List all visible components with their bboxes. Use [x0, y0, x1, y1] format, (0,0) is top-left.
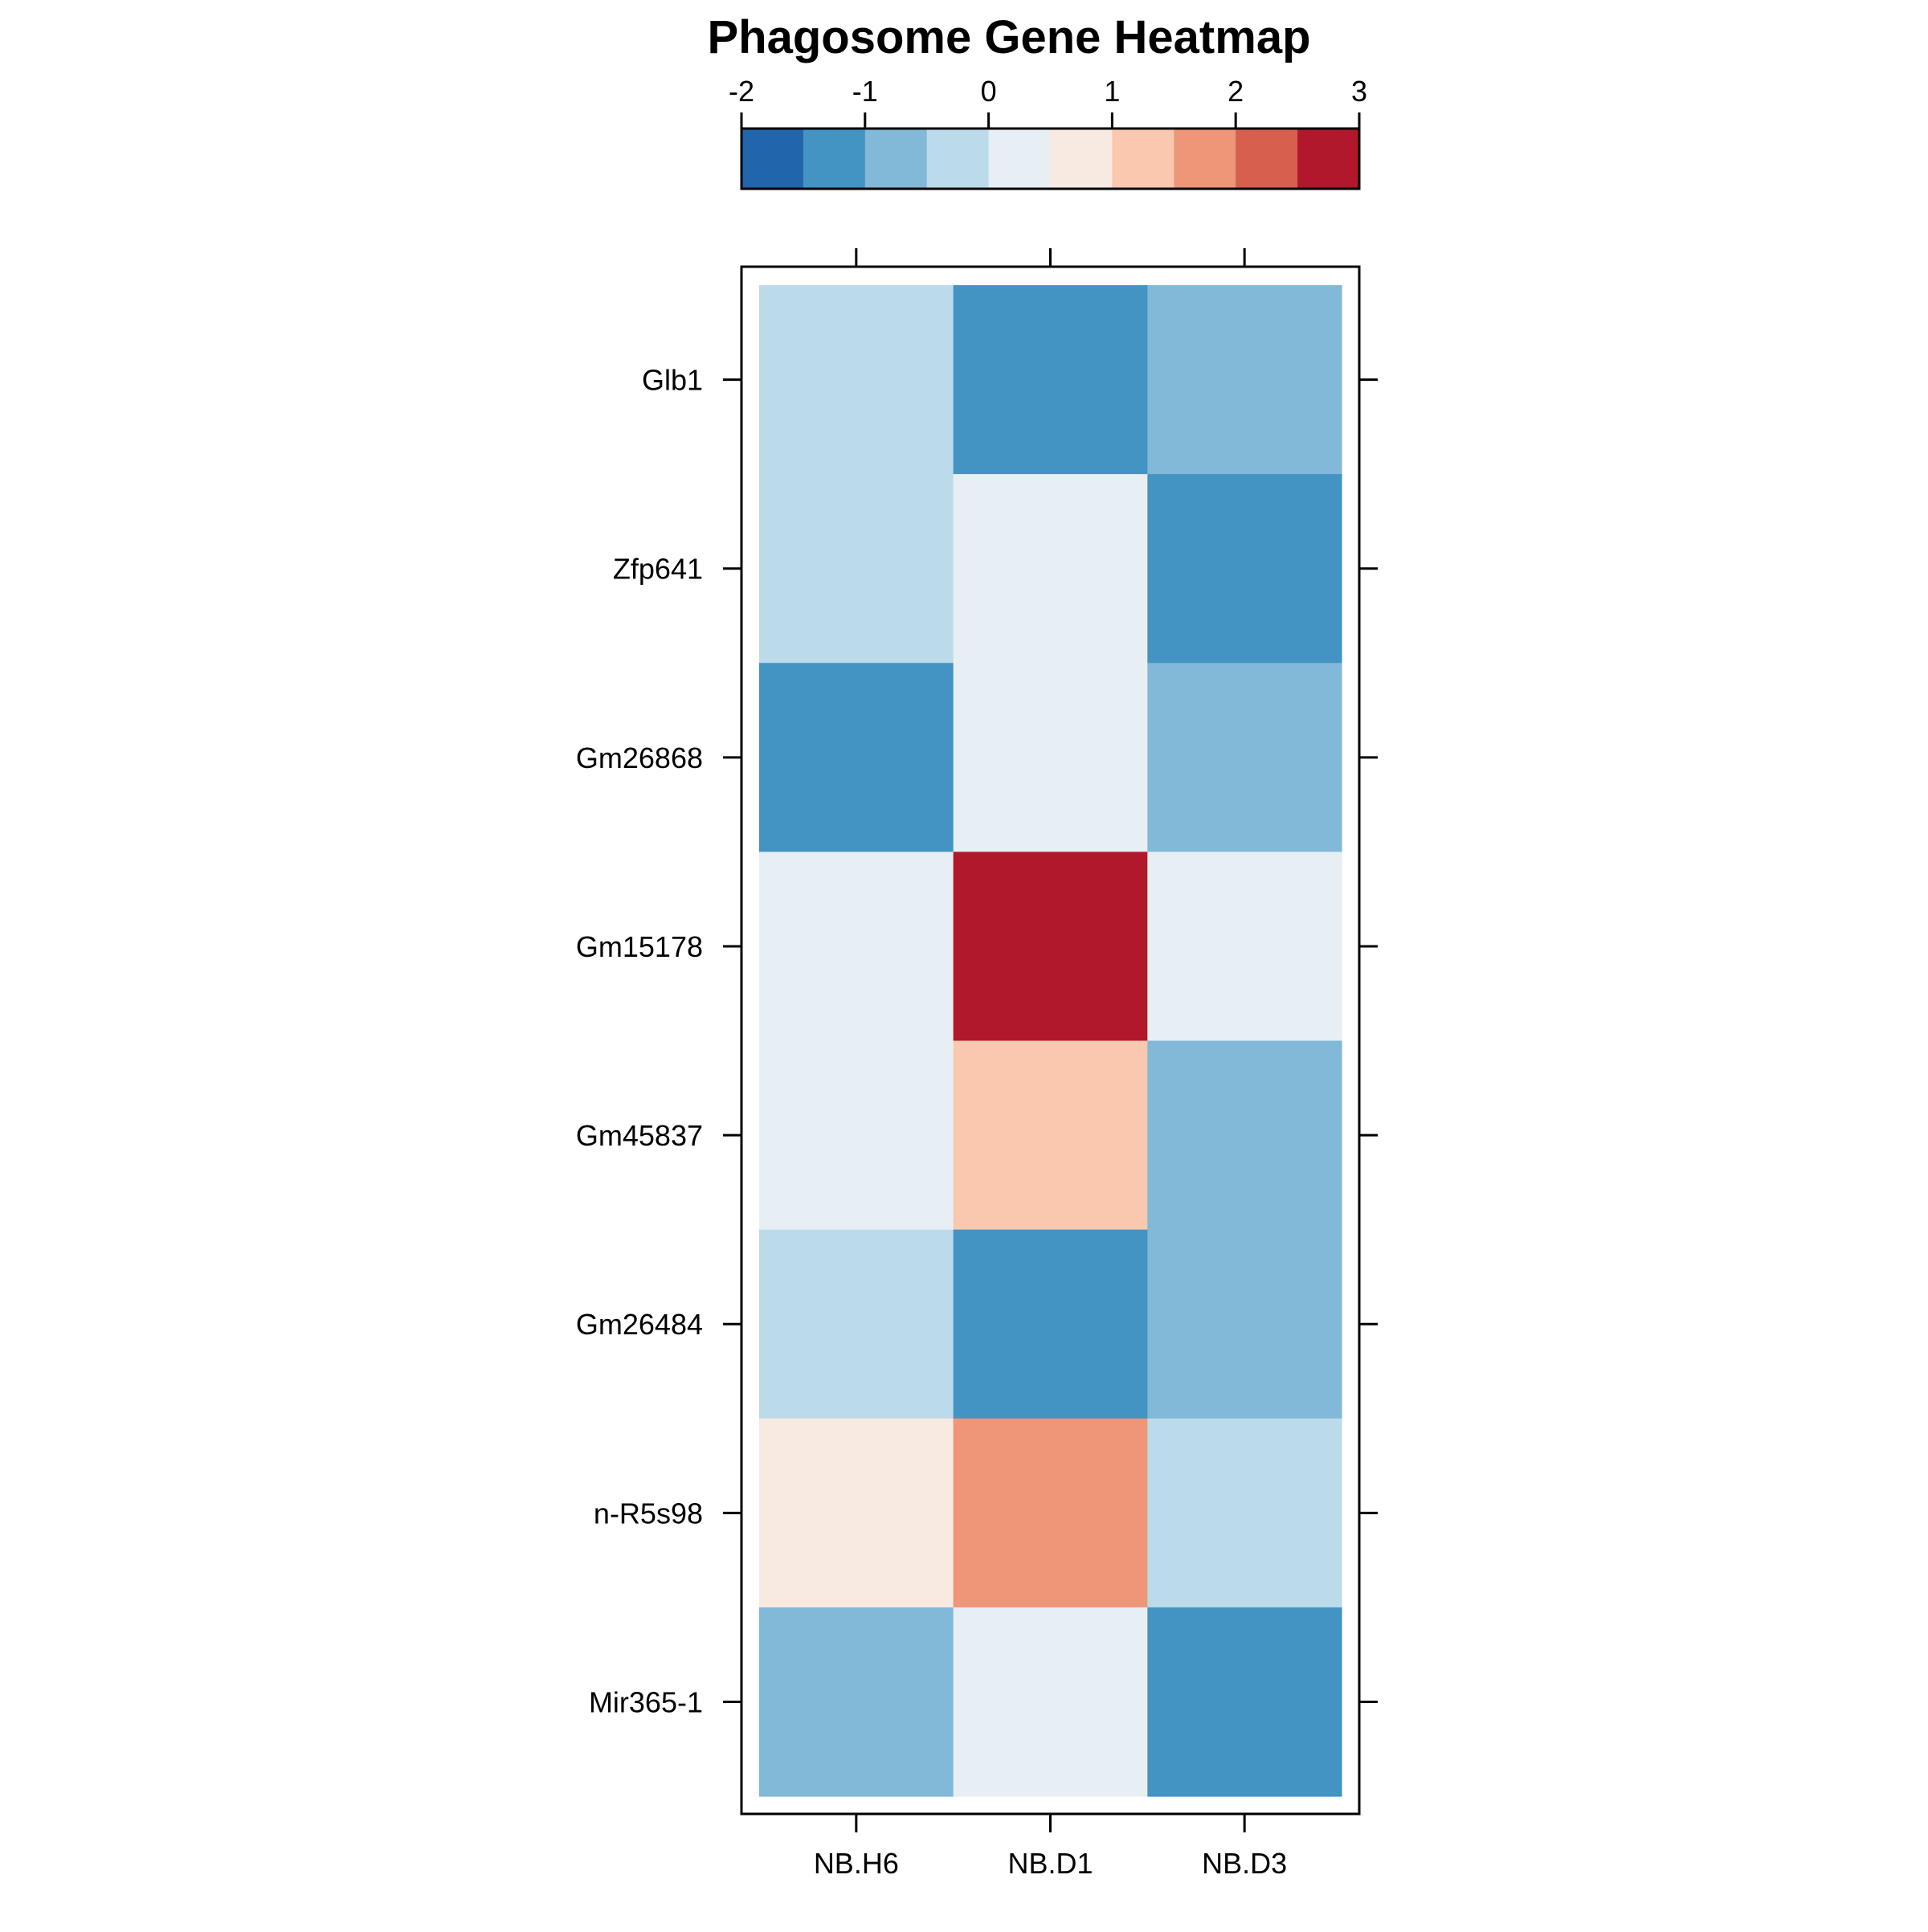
heatmap-cell: [759, 663, 954, 852]
y-tick-label: Gm45837: [576, 1119, 703, 1152]
y-tick-label: Gm26484: [576, 1308, 703, 1341]
x-tick-label: NB.D3: [1202, 1847, 1287, 1880]
heatmap-cell: [1147, 1607, 1342, 1797]
heatmap-cells: [759, 285, 1342, 1797]
colorbar-swatch: [803, 129, 866, 189]
heatmap-cell: [953, 285, 1148, 475]
colorbar-tick-label: -2: [729, 75, 754, 108]
colorbar-tick-label: 1: [1104, 75, 1120, 108]
heatmap-cell: [953, 474, 1148, 664]
heatmap-axes: NB.H6 NB.D1 NB.D3 Glb1 Zfp641 Gm26868 Gm15178 G…: [576, 248, 1378, 1880]
heatmap-cell: [759, 1040, 954, 1231]
colorbar-swatch: [1050, 129, 1113, 189]
colorbar-swatch: [741, 129, 804, 189]
heatmap-cell: [953, 1607, 1148, 1797]
heatmap-cell: [759, 1229, 954, 1419]
colorbar: -2 -1 0 1 2 3: [729, 75, 1367, 190]
colorbar-tick-label: 3: [1351, 75, 1367, 108]
heatmap-cell: [1147, 474, 1342, 664]
y-tick-label: n-R5s98: [594, 1497, 703, 1530]
colorbar-swatch: [1112, 129, 1174, 189]
heatmap-cell: [1147, 1418, 1342, 1608]
colorbar-swatch: [1297, 129, 1360, 189]
heatmap-cell: [759, 1418, 954, 1608]
colorbar-swatch: [864, 129, 928, 189]
y-tick-label: Gm15178: [576, 930, 703, 963]
heatmap-cell: [759, 285, 954, 475]
colorbar-swatch: [1174, 129, 1236, 189]
heatmap-cell: [1147, 1040, 1342, 1231]
x-tick-label: NB.D1: [1007, 1847, 1093, 1880]
y-tick-label: Mir365-1: [589, 1685, 703, 1718]
heatmap-cell: [759, 1607, 954, 1797]
heatmap-cell: [759, 474, 954, 664]
colorbar-border: [740, 127, 1361, 190]
heatmap-cell: [1147, 1229, 1342, 1419]
heatmap-cell: [1147, 852, 1342, 1042]
y-tick-label: Gm26868: [576, 741, 703, 774]
heatmap-cell: [953, 663, 1148, 852]
heatmap-cell: [953, 852, 1148, 1042]
colorbar-swatch: [1236, 129, 1298, 189]
colorbar-tick-label: -1: [852, 75, 878, 108]
heatmap-cell: [1147, 663, 1342, 852]
y-tick-label: Glb1: [642, 364, 703, 397]
y-tick-label: Zfp641: [613, 553, 703, 586]
colorbar-swatch: [988, 129, 1051, 189]
heatmap-cell: [1147, 285, 1342, 475]
colorbar-tick-label: 2: [1227, 75, 1244, 108]
heatmap-cell: [759, 852, 954, 1042]
colorbar-swatch: [926, 129, 990, 189]
heatmap-cell: [953, 1040, 1148, 1231]
chart-title: Phagosome Gene Heatmap: [708, 11, 1311, 63]
heatmap-cell: [953, 1229, 1148, 1419]
x-tick-label: NB.H6: [814, 1847, 899, 1880]
colorbar-tick-label: 0: [981, 75, 997, 108]
heatmap-cell: [953, 1418, 1148, 1608]
